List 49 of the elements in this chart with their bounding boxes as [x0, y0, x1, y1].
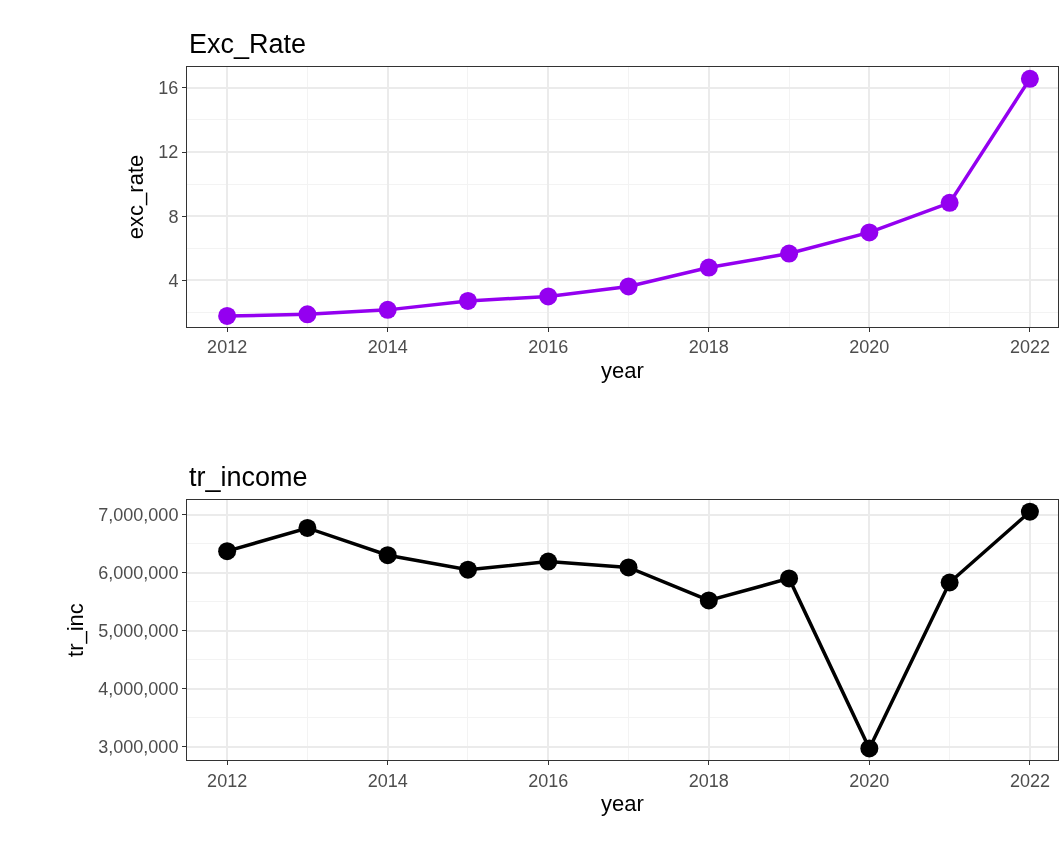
y-tick-label: 6,000,000	[98, 562, 179, 583]
point	[298, 305, 317, 324]
point	[860, 223, 879, 242]
point	[619, 558, 638, 577]
x-tick-label: 2014	[367, 770, 408, 791]
y-tick-label: 8	[168, 206, 179, 227]
x-tick-label: 2012	[207, 770, 248, 791]
point	[780, 244, 799, 263]
x-axis-title: year	[601, 791, 644, 817]
y-tick-label: 4,000,000	[98, 678, 179, 699]
point	[378, 546, 397, 565]
x-axis-title: year	[601, 358, 644, 384]
y-tick-label: 4	[168, 270, 179, 291]
point	[458, 560, 477, 579]
point	[940, 573, 959, 592]
point	[1020, 69, 1039, 88]
y-tick-label: 5,000,000	[98, 620, 179, 641]
y-axis-title: tr_inc	[63, 603, 89, 657]
point	[619, 277, 638, 296]
point	[218, 542, 237, 561]
point	[378, 300, 397, 319]
point	[780, 569, 799, 588]
point	[458, 291, 477, 310]
point	[298, 518, 317, 537]
x-tick-label: 2016	[528, 337, 569, 358]
y-axis-title: exc_rate	[123, 154, 149, 240]
x-tick-label: 2012	[207, 337, 248, 358]
x-tick-label: 2014	[367, 337, 408, 358]
x-tick-label: 2018	[688, 337, 729, 358]
x-tick-label: 2022	[1009, 337, 1050, 358]
chart-title: tr_income	[189, 462, 308, 492]
point	[539, 552, 558, 571]
y-tick-label: 16	[158, 78, 179, 99]
x-tick-label: 2018	[688, 770, 729, 791]
point	[699, 258, 718, 277]
x-tick-label: 2020	[849, 770, 890, 791]
point	[539, 287, 558, 306]
point	[218, 306, 237, 325]
y-tick-label: 7,000,000	[98, 504, 179, 525]
x-tick-label: 2016	[528, 770, 569, 791]
x-tick-label: 2020	[849, 337, 890, 358]
point	[940, 193, 959, 212]
y-tick-label: 12	[158, 142, 179, 163]
y-tick-label: 3,000,000	[98, 736, 179, 757]
point	[860, 739, 879, 758]
chart-title: Exc_Rate	[189, 29, 307, 59]
point	[699, 591, 718, 610]
point	[1020, 502, 1039, 521]
x-tick-label: 2022	[1009, 770, 1050, 791]
